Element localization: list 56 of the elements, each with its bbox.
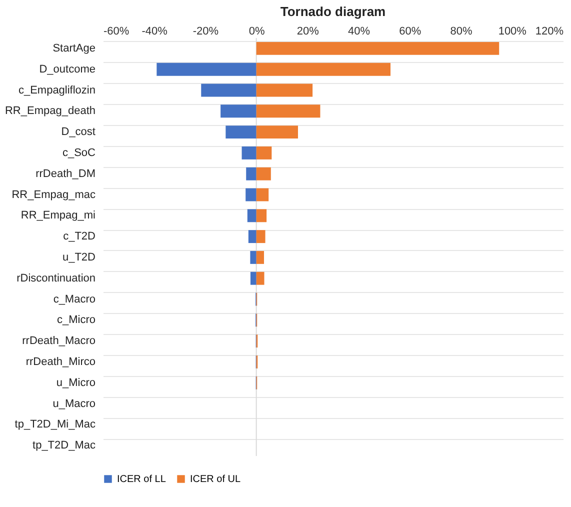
bar — [250, 250, 256, 264]
y-tick-label: c_T2D — [63, 230, 96, 243]
bar — [226, 126, 256, 139]
x-tick-label: 0% — [248, 26, 265, 38]
y-tick-label: c_SoC — [62, 146, 96, 159]
y-tick-label: rrDeath_Mirco — [26, 356, 96, 368]
x-tick-label: 100% — [498, 26, 527, 38]
y-tick-label: RR_Empag_mi — [20, 210, 96, 222]
y-tick-label: RR_Empag_death — [4, 105, 96, 118]
bar — [256, 209, 267, 222]
x-tick-label: -40% — [142, 26, 168, 38]
bar — [256, 104, 320, 118]
x-tick-label: 40% — [348, 26, 370, 38]
y-tick-label: c_Macro — [53, 293, 96, 306]
x-tick-label: 20% — [296, 26, 320, 38]
bar — [256, 84, 313, 97]
bar — [256, 188, 269, 202]
y-tick-label: c_Micro — [56, 314, 96, 326]
y-tick-label: u_Micro — [56, 376, 96, 389]
y-tick-label: u_T2D — [62, 251, 96, 264]
bar — [247, 209, 256, 222]
bar — [256, 250, 264, 264]
y-tick-label: rrDeath_Macro — [22, 335, 96, 348]
bar — [250, 272, 256, 285]
y-tick-label: c_Empagliflozin — [18, 84, 96, 96]
bar — [246, 188, 256, 202]
x-tick-label: -20% — [192, 26, 219, 38]
y-tick-label: tp_T2D_Mac — [32, 440, 96, 452]
y-tick-label: tp_T2D_Mi_Mac — [14, 418, 96, 431]
bar — [246, 167, 256, 180]
bar — [256, 272, 264, 285]
x-tick-label: -60% — [104, 26, 130, 38]
bar — [256, 146, 272, 160]
bar — [256, 42, 500, 55]
chart-title: Tornado diagram — [280, 4, 386, 19]
legend-label: ICER of LL — [117, 474, 166, 485]
y-tick-label: RR_Empag_mac — [12, 188, 96, 201]
bar — [256, 126, 298, 139]
bar — [242, 146, 256, 160]
bar — [156, 62, 256, 76]
bar — [248, 230, 256, 244]
x-tick-label: 80% — [450, 26, 472, 38]
x-tick-label: 60% — [399, 26, 422, 38]
y-tick-label: rrDeath_DM — [36, 168, 96, 180]
legend-label: ICER of UL — [190, 474, 242, 485]
bar — [256, 167, 271, 180]
y-tick-label: D_cost — [61, 126, 96, 138]
bar — [201, 84, 256, 97]
y-tick-label: rDiscontinuation — [16, 272, 96, 284]
y-tick-label: u_Macro — [52, 398, 96, 410]
y-tick-label: StartAge — [52, 42, 96, 54]
y-tick-label: D_outcome — [39, 63, 96, 76]
x-tick-label: 120% — [535, 26, 564, 38]
bar — [220, 104, 256, 118]
bar — [256, 230, 266, 244]
bar — [256, 62, 390, 76]
